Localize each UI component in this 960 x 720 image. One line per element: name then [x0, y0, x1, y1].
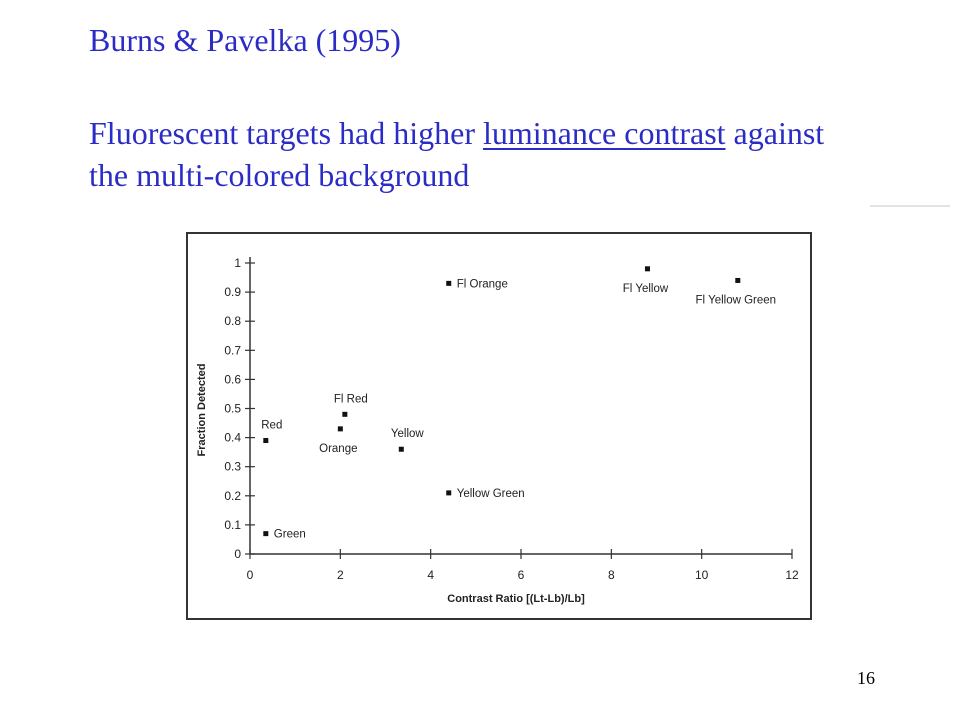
x-tick-label: 0	[247, 568, 254, 582]
subtitle-text-start: Fluorescent targets had higher	[89, 115, 483, 151]
data-point-label: Red	[261, 420, 282, 432]
data-point-label: Fl Red	[334, 393, 368, 405]
y-tick-label: 0.9	[224, 285, 241, 299]
x-tick-label: 6	[518, 568, 525, 582]
subtitle-underlined-term: luminance contrast	[482, 115, 726, 151]
subtitle-text-end: against the multi-colored background	[89, 115, 825, 193]
data-point-label: Orange	[319, 443, 357, 455]
data-point-label: Green	[274, 529, 306, 541]
page-number: 16	[857, 668, 875, 688]
x-tick-label: 12	[785, 568, 799, 582]
data-point-label: Fl Orange	[457, 278, 508, 290]
y-tick-label: 0	[234, 547, 241, 561]
x-ticks: 0 2 4 6 8 10 12	[247, 549, 799, 582]
slide-title: Burns & Pavelka (1995)	[89, 22, 401, 58]
scatter-chart: 0 2 4 6 8 10 12 00.10.20.30.40.50.60.70.80.91 …	[186, 232, 812, 620]
x-axis-label: Contrast Ratio [(Lt-Lb)/Lb]	[447, 593, 585, 605]
data-point	[263, 531, 269, 537]
data-point	[446, 490, 452, 496]
slide-subtitle: Fluorescent targets had higher luminance…	[89, 112, 869, 196]
y-ticks: 0 0.1 0.2 0.3 0.4 0.5 0.6 0.7 0.8 0.9 1	[224, 256, 255, 561]
data-point	[644, 266, 650, 272]
y-tick-label: 0.7	[224, 343, 241, 357]
x-tick-label: 2	[337, 568, 344, 582]
y-tick-label: 0.6	[224, 372, 241, 386]
data-point-label: Yellow	[391, 428, 425, 440]
x-tick-label: 8	[608, 568, 615, 582]
y-tick-label: 0.8	[224, 314, 241, 328]
x-tick-label: 10	[695, 568, 709, 582]
y-tick-label: 0.4	[224, 431, 241, 445]
data-point	[342, 411, 348, 417]
scan-artifact-line	[870, 205, 950, 207]
y-tick-label: 0.1	[224, 518, 241, 532]
y-tick-label: 0.3	[224, 460, 241, 474]
data-point	[735, 277, 741, 283]
y-axis-label: Fraction Detected	[196, 364, 208, 457]
data-point	[398, 446, 404, 452]
data-point	[337, 426, 343, 432]
data-point	[263, 438, 269, 444]
y-tick-label: 0.2	[224, 489, 241, 503]
y-tick-label: 1	[234, 256, 241, 270]
data-point-label: Yellow Green	[457, 488, 525, 500]
y-tick-label: 0.5	[224, 402, 241, 416]
x-tick-label: 4	[427, 568, 434, 582]
data-points: Red Green Orange Fl Red Yellow Fl Orange Yello…	[261, 266, 777, 541]
data-point-label: Fl Yellow	[623, 283, 669, 295]
data-point	[446, 280, 452, 286]
data-point-label: Fl Yellow Green	[696, 294, 777, 306]
